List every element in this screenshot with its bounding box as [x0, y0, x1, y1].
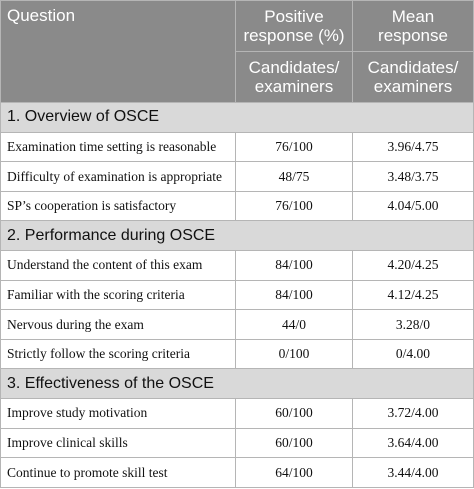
mean-cell: 3.48/3.75 [352, 161, 474, 192]
positive-cell: 60/100 [235, 398, 353, 429]
positive-cell: 76/100 [235, 131, 353, 163]
positive-cell: 76/100 [235, 190, 353, 222]
question-cell: Familiar with the scoring criteria [0, 279, 236, 311]
table-row: Understand the content of this exam 84/1… [0, 250, 474, 281]
mean-cell: 4.04/5.00 [352, 190, 474, 222]
mean-cell: 3.96/4.75 [352, 131, 474, 163]
positive-cell: 0/100 [235, 338, 353, 370]
question-cell: Improve study motivation [0, 398, 236, 429]
table-row: Difficulty of examination is appropriate… [0, 161, 474, 192]
section-title: 2. Performance during OSCE [0, 220, 474, 252]
section-title: 3. Effectiveness of the OSCE [0, 368, 474, 400]
question-cell: SP’s cooperation is satisfactory [0, 190, 236, 222]
mean-cell: 4.12/4.25 [352, 279, 474, 311]
question-column-header: Question [0, 0, 236, 103]
question-cell: Difficulty of examination is appropriate [0, 161, 236, 192]
positive-cell: 84/100 [235, 279, 353, 311]
positive-response-column-header: Positive response (%) [235, 0, 353, 52]
positive-cell: 84/100 [235, 250, 353, 281]
table-row: Nervous during the exam 44/0 3.28/0 [0, 309, 474, 340]
question-cell: Nervous during the exam [0, 309, 236, 340]
question-cell: Understand the content of this exam [0, 250, 236, 281]
section-header: 2. Performance during OSCE [0, 220, 474, 252]
question-cell: Continue to promote skill test [0, 457, 236, 488]
mean-response-column-header: Mean response [352, 0, 474, 52]
section-header: 3. Effectiveness of the OSCE [0, 368, 474, 400]
mean-cell: 3.64/4.00 [352, 427, 474, 459]
mean-cell: 4.20/4.25 [352, 250, 474, 281]
mean-cell: 0/4.00 [352, 338, 474, 370]
mean-subheader: Candidates/ examiners [352, 51, 474, 103]
table-row: Improve clinical skills 60/100 3.64/4.00 [0, 427, 474, 459]
question-cell: Examination time setting is reasonable [0, 131, 236, 163]
positive-cell: 44/0 [235, 309, 353, 340]
mean-cell: 3.28/0 [352, 309, 474, 340]
header-row: Question Positive response (%) Mean resp… [0, 0, 474, 103]
positive-cell: 64/100 [235, 457, 353, 488]
question-cell: Improve clinical skills [0, 427, 236, 459]
table-row: Strictly follow the scoring criteria 0/1… [0, 338, 474, 370]
table-row: Improve study motivation 60/100 3.72/4.0… [0, 398, 474, 429]
positive-cell: 48/75 [235, 161, 353, 192]
table-row: SP’s cooperation is satisfactory 76/100 … [0, 190, 474, 222]
section-title: 1. Overview of OSCE [0, 102, 474, 133]
mean-cell: 3.72/4.00 [352, 398, 474, 429]
section-header: 1. Overview of OSCE [0, 102, 474, 133]
positive-cell: 60/100 [235, 427, 353, 459]
table-row: Examination time setting is reasonable 7… [0, 131, 474, 163]
question-cell: Strictly follow the scoring criteria [0, 338, 236, 370]
positive-subheader: Candidates/ examiners [235, 51, 353, 103]
subheader-row: Candidates/ examiners Candidates/ examin… [1, 51, 474, 103]
mean-cell: 3.44/4.00 [352, 457, 474, 488]
table-row: Continue to promote skill test 64/100 3.… [0, 457, 474, 488]
table-row: Familiar with the scoring criteria 84/10… [0, 279, 474, 311]
